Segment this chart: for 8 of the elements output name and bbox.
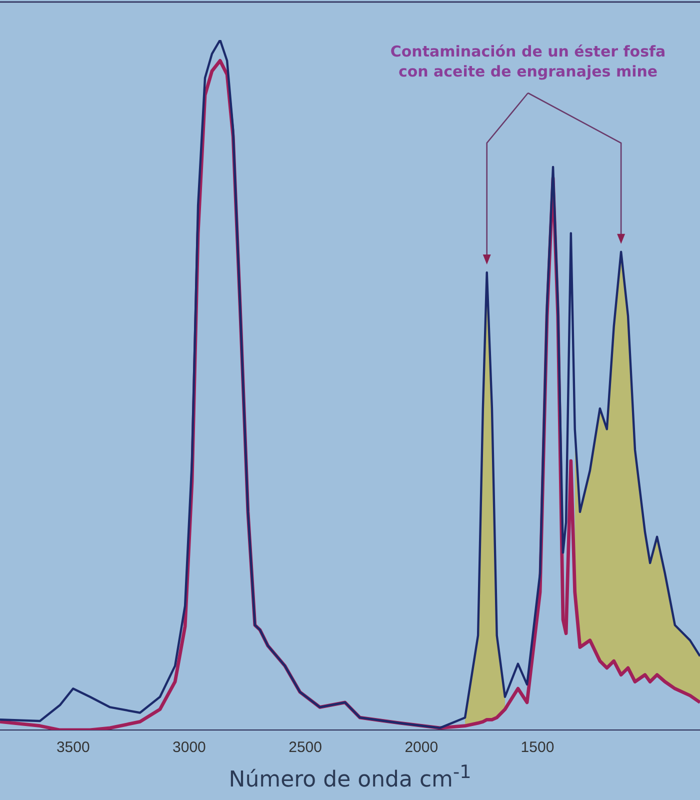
x-tick-label: 3500 (56, 739, 90, 756)
annotation: con aceite de engranajes mine (398, 62, 658, 80)
x-axis-title: Número de onda cm$^{-1}$ (228, 762, 472, 792)
x-tick-label: 2000 (404, 739, 438, 756)
x-tick-label: 3000 (172, 739, 206, 756)
annotation: Contaminación de un éster fosfa (390, 42, 666, 60)
x-tick-label: 2500 (288, 739, 322, 756)
x-tick-label: 1500 (520, 739, 554, 756)
